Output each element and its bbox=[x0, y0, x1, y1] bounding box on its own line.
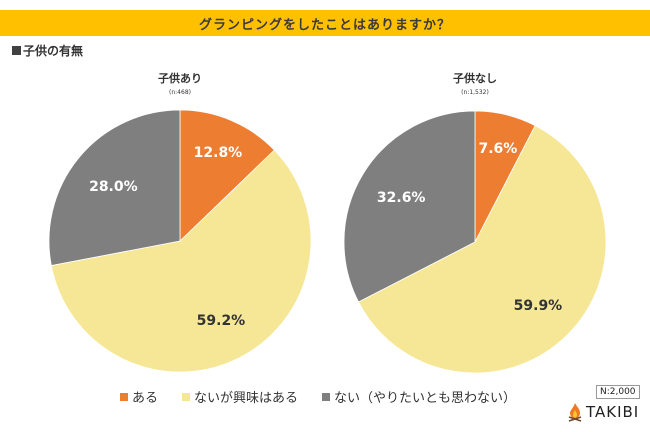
pie-title-with-children: 子供あり bbox=[158, 72, 202, 85]
legend-swatch-interested bbox=[182, 392, 191, 401]
legend: ある ないが興味はある ない（やりたいとも思わない） bbox=[120, 387, 540, 406]
brand-logo: TAKIBI bbox=[567, 402, 639, 422]
pie-slice-yes bbox=[179, 109, 275, 242]
pie-slice-no bbox=[48, 109, 181, 267]
section-label: 子供の有無 bbox=[12, 42, 83, 59]
legend-item-interested: ないが興味はある bbox=[182, 387, 298, 406]
legend-swatch-yes bbox=[120, 392, 128, 401]
legend-label-yes: ある bbox=[132, 391, 159, 406]
pie-slice-interested bbox=[50, 149, 312, 373]
pie-label-interested: 59.2% bbox=[197, 313, 246, 329]
legend-label-no: ない（やりたいとも思わない） bbox=[334, 391, 517, 406]
pie-label-no: 32.6% bbox=[377, 190, 426, 206]
pie-n-with-children: (n:468) bbox=[169, 89, 191, 96]
pie-title-without-children: 子供なし bbox=[453, 72, 497, 85]
campfire-icon bbox=[568, 403, 582, 422]
pie-label-no: 28.0% bbox=[89, 179, 138, 195]
pie-slice-interested bbox=[357, 125, 607, 374]
square-bullet-icon bbox=[12, 46, 21, 55]
legend-item-no: ない（やりたいとも思わない） bbox=[322, 387, 516, 406]
pie-label-interested: 59.9% bbox=[514, 298, 563, 314]
sample-size-box: N:2,000 bbox=[596, 385, 640, 399]
legend-item-yes: ある bbox=[120, 387, 158, 406]
title-banner: グランピングをしたことはありますか？ bbox=[0, 10, 650, 36]
legend-label-interested: ないが興味はある bbox=[194, 391, 299, 406]
brand-name: TAKIBI bbox=[586, 403, 640, 421]
pie-n-without-children: (n:1,532) bbox=[461, 89, 489, 96]
pie-slice-no bbox=[343, 110, 476, 303]
pie-with-children: 12.8% 59.2% 28.0% bbox=[48, 109, 312, 373]
legend-swatch-no bbox=[322, 392, 331, 401]
pie-without-children: 7.6% 59.9% 32.6% bbox=[343, 110, 607, 374]
section-label-text: 子供の有無 bbox=[23, 44, 84, 58]
pie-label-yes: 12.8% bbox=[194, 145, 243, 161]
pie-label-yes: 7.6% bbox=[478, 141, 517, 157]
chart-title: グランピングをしたことはありますか？ bbox=[198, 17, 451, 33]
